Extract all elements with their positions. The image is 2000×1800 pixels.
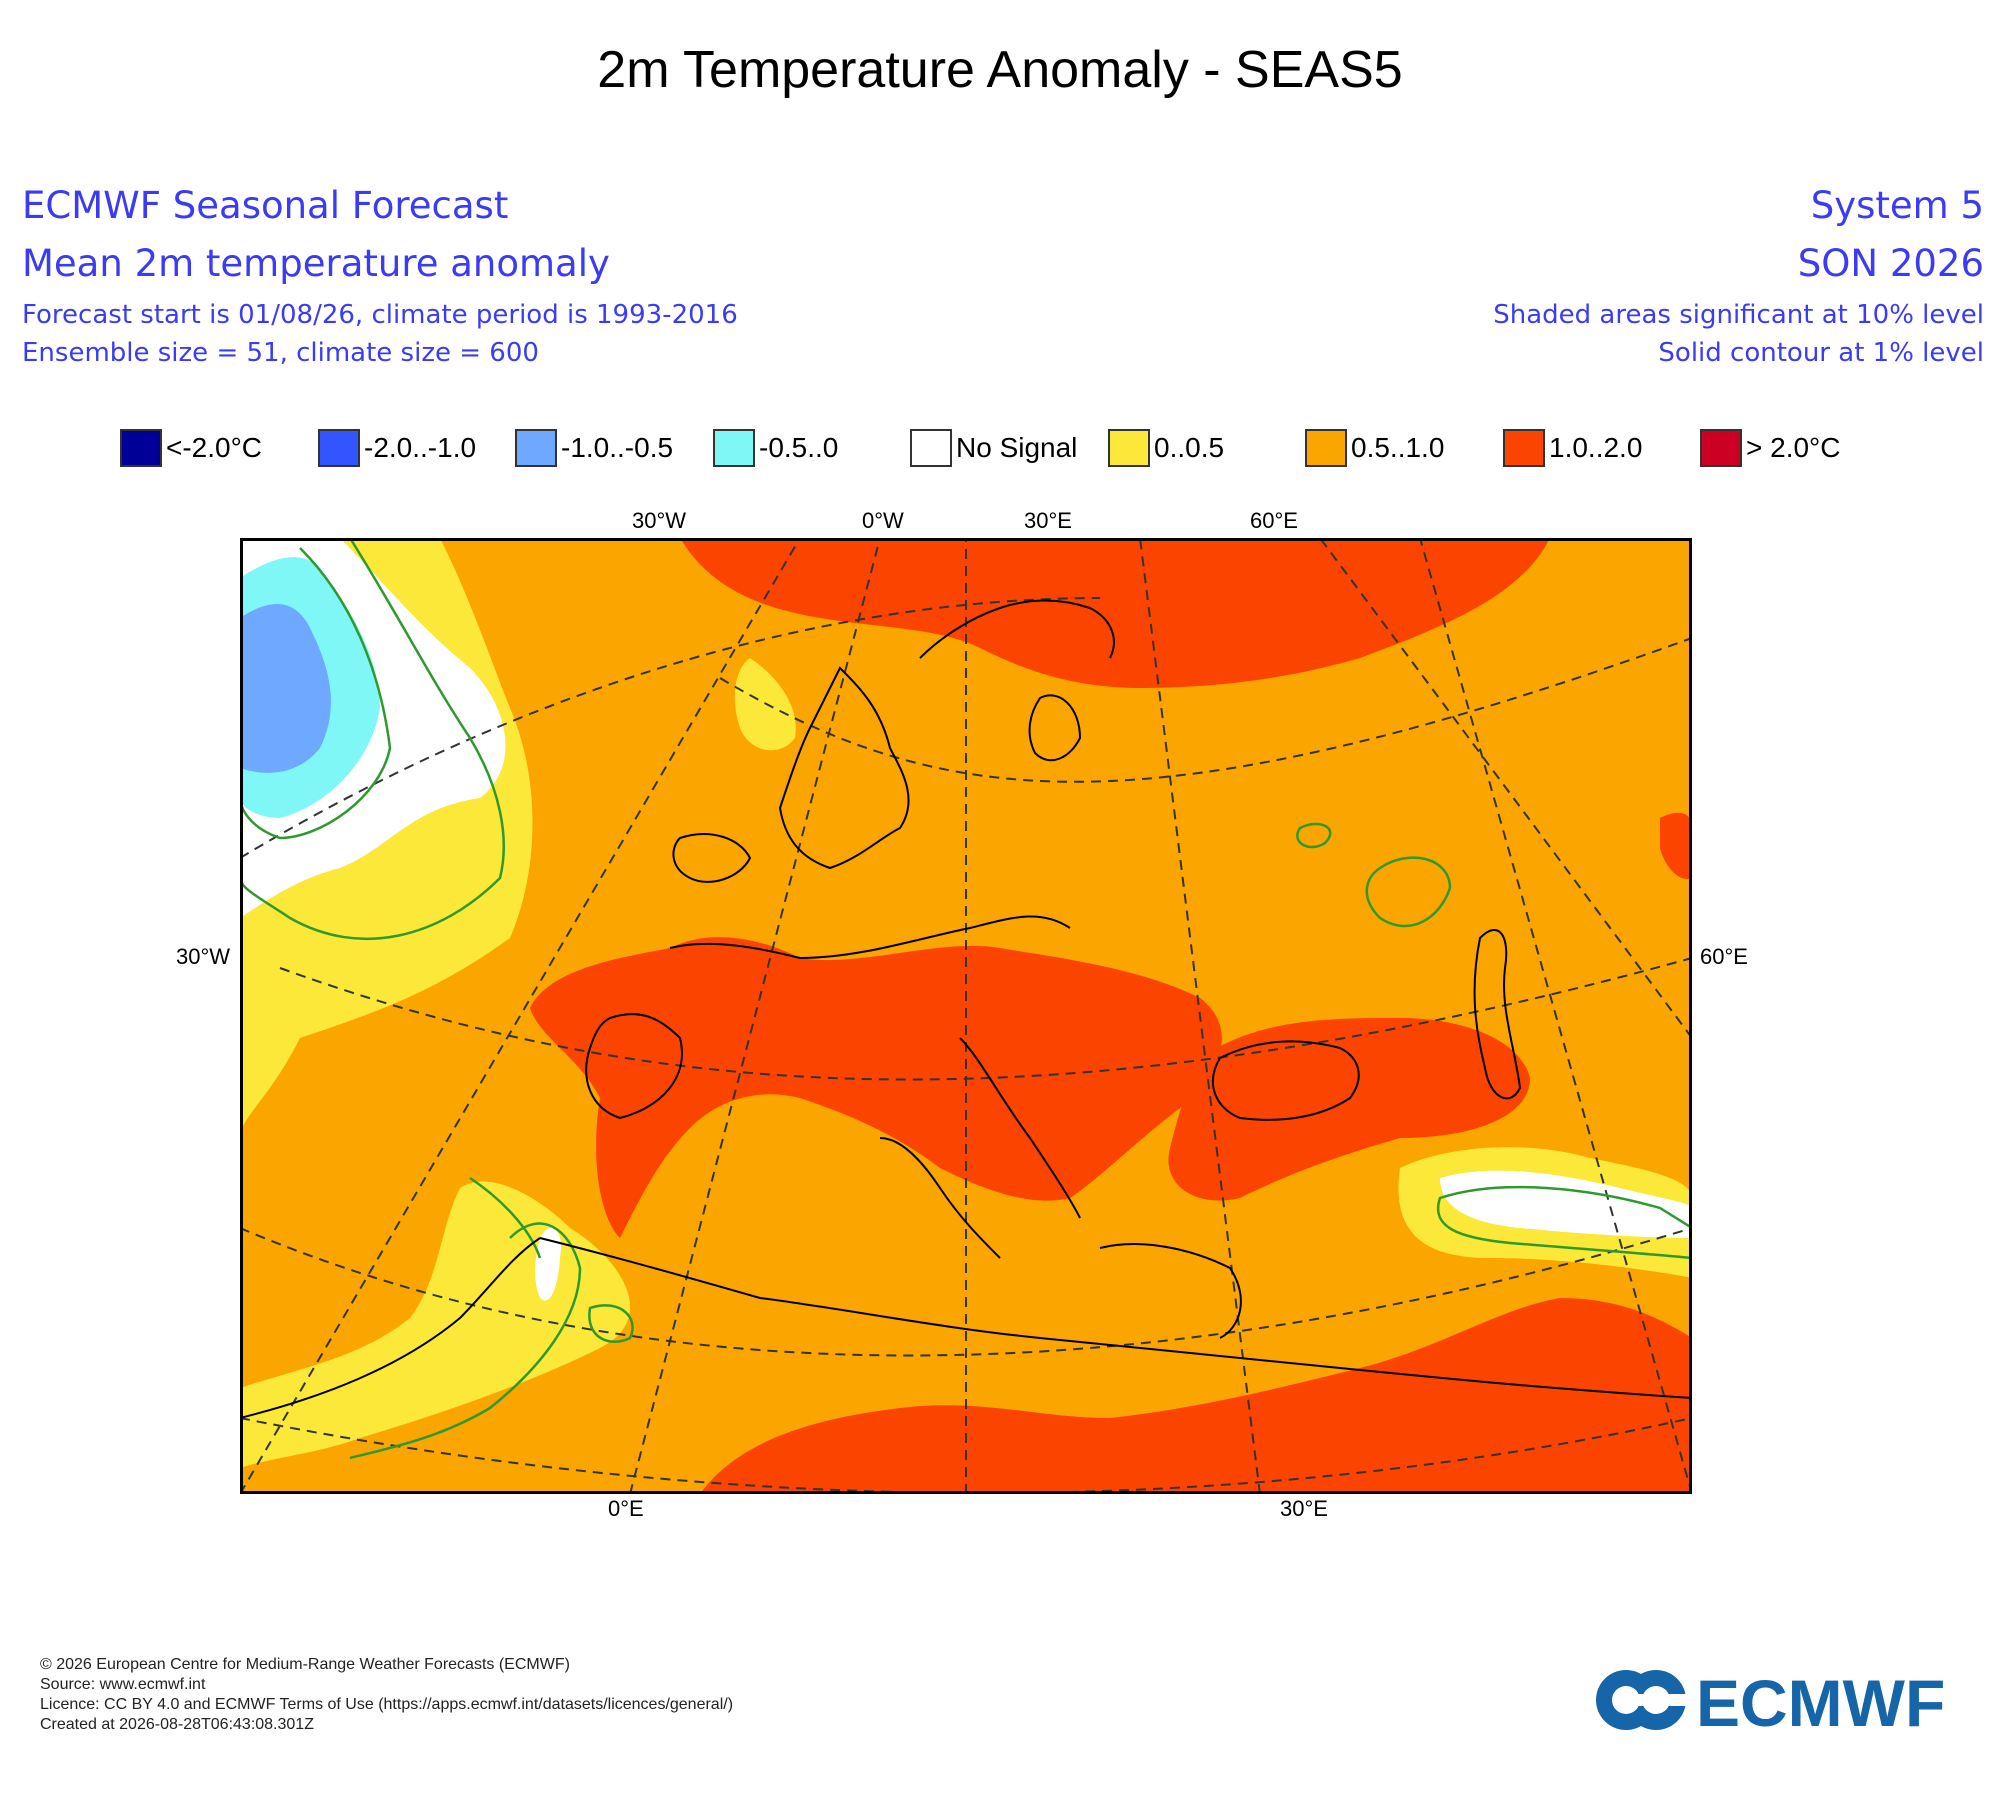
legend-label: -0.5..0 (759, 432, 839, 463)
anomaly-region-1.0-2.0 (700, 1298, 1692, 1494)
legend-label: No Signal (956, 432, 1078, 463)
coastlines (240, 599, 1692, 1419)
ecmwf-logo-mark (1596, 1670, 1694, 1730)
contour-note: Solid contour at 1% level (1658, 338, 1984, 368)
legend-swatch (515, 429, 557, 467)
season-label: SON 2026 (1797, 242, 1984, 285)
source-line: Source: www.ecmwf.int (40, 1676, 206, 1693)
legend-label: > 2.0°C (1746, 432, 1841, 463)
legend-item: No Signal (910, 425, 1077, 471)
footer: © 2026 European Centre for Medium-Range … (40, 1655, 733, 1735)
legend-label: 1.0..2.0 (1549, 432, 1643, 463)
created-line: Created at 2026-08-28T06:43:08.301Z (40, 1716, 314, 1733)
no-signal-region (535, 1227, 561, 1301)
anomaly-region-1.0-2.0 (1660, 812, 1692, 879)
legend-swatch (1503, 429, 1545, 467)
significance-note: Shaded areas significant at 10% level (1493, 300, 1984, 330)
page-title: 2m Temperature Anomaly - SEAS5 (597, 41, 1403, 99)
color-legend: <-2.0°C -2.0..-1.0 -1.0..-0.5 -0.5..0 No… (120, 425, 1880, 475)
lon-label-bottom: 0°E (608, 1496, 644, 1521)
lon-label-top: 0°W (862, 508, 904, 533)
lon-label-top: 30°E (1024, 508, 1072, 533)
lon-label-bottom: 30°E (1280, 1496, 1328, 1521)
legend-item: > 2.0°C (1700, 425, 1840, 471)
significance-contours (240, 538, 1692, 1460)
legend-swatch (713, 429, 755, 467)
legend-swatch (120, 429, 162, 467)
lon-label-right: 60°E (1700, 944, 1748, 969)
product-name: ECMWF Seasonal Forecast (22, 184, 509, 227)
ensemble-info: Ensemble size = 51, climate size = 600 (22, 338, 539, 368)
legend-swatch (1700, 429, 1742, 467)
legend-label: 0..0.5 (1154, 432, 1225, 463)
lon-label-top: 60°E (1250, 508, 1298, 533)
anomaly-region-1.0-2.0 (680, 538, 1550, 688)
ecmwf-logo: ECMWF (1596, 1666, 1945, 1736)
map-frame (240, 538, 1692, 1494)
legend-swatch (1108, 429, 1150, 467)
anomaly-region-neg1.0-neg0.5 (240, 604, 331, 773)
anomaly-region-1.0-2.0 (1168, 1018, 1530, 1201)
anomaly-region-1.0-2.0 (530, 937, 1222, 1238)
legend-label: 0.5..1.0 (1351, 432, 1445, 463)
legend-swatch (318, 429, 360, 467)
legend-item: 0..0.5 (1108, 425, 1224, 471)
legend-item: <-2.0°C (120, 425, 262, 471)
product-variable: Mean 2m temperature anomaly (22, 242, 610, 285)
lon-label-left: 30°W (176, 944, 231, 969)
legend-item: 1.0..2.0 (1503, 425, 1642, 471)
legend-label: -2.0..-1.0 (364, 432, 477, 463)
licence-line: Licence: CC BY 4.0 and ECMWF Terms of Us… (40, 1696, 734, 1713)
legend-item: -1.0..-0.5 (515, 425, 673, 471)
forecast-start-info: Forecast start is 01/08/26, climate peri… (22, 300, 738, 330)
anomaly-map (240, 538, 1692, 1494)
legend-label: -1.0..-0.5 (561, 432, 674, 463)
system-label: System 5 (1810, 184, 1984, 227)
legend-swatch (1305, 429, 1347, 467)
anomaly-region-0-0.5 (240, 1181, 631, 1468)
legend-item: -0.5..0 (713, 425, 838, 471)
legend-item: 0.5..1.0 (1305, 425, 1444, 471)
legend-swatch (910, 429, 952, 467)
legend-item: -2.0..-1.0 (318, 425, 476, 471)
ecmwf-logo-text: ECMWF (1696, 1666, 1945, 1736)
copyright-line: © 2026 European Centre for Medium-Range … (40, 1656, 570, 1673)
lon-label-top: 30°W (632, 508, 687, 533)
legend-label: <-2.0°C (166, 432, 263, 463)
